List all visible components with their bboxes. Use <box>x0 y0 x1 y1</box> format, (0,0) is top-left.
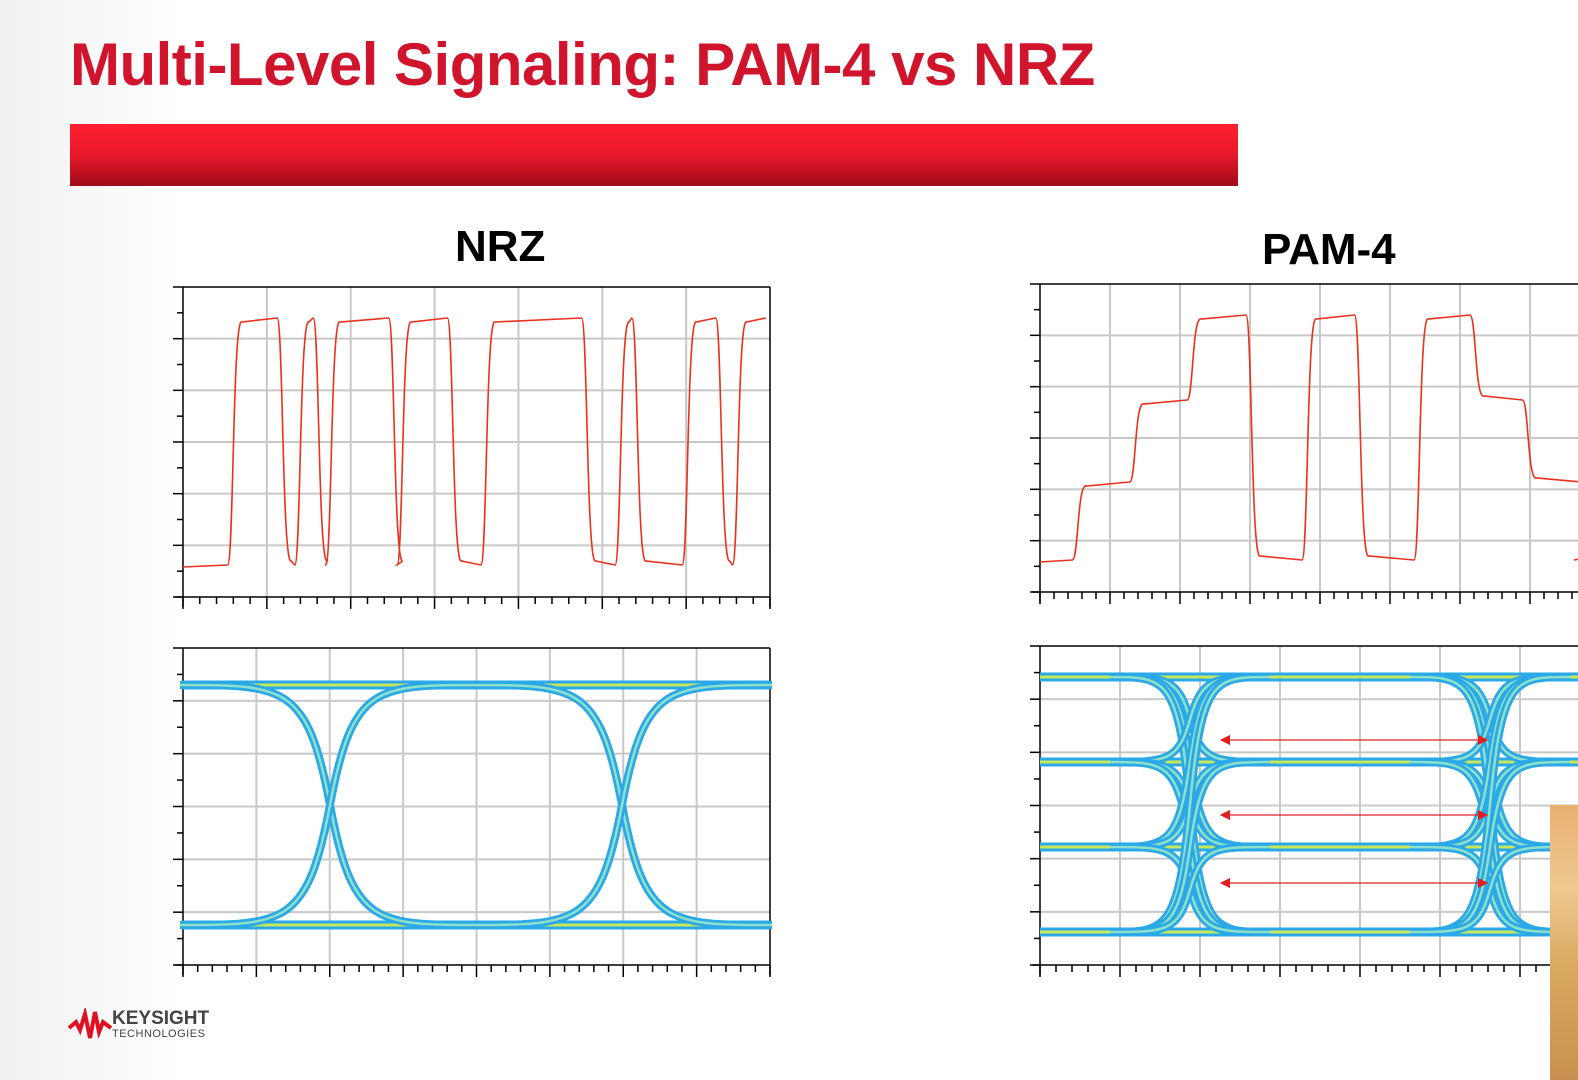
nrz-eye-transition-core <box>471 683 773 927</box>
pam4-heading: PAM-4 <box>1262 225 1396 274</box>
slide-title: Multi-Level Signaling: PAM-4 vs NRZ <box>70 31 1095 98</box>
nrz-waveform <box>182 317 767 568</box>
logo-sub: TECHNOLOGIES <box>112 1028 206 1040</box>
logo-name: KEYSIGHT <box>112 1008 210 1029</box>
presenter-photo <box>1550 805 1578 1080</box>
pam4-waveform <box>1039 314 1578 563</box>
keysight-wave-icon <box>68 1008 112 1039</box>
pam4-eye-transition-core <box>1409 845 1571 934</box>
keysight-logo: KEYSIGHT TECHNOLOGIES <box>68 1008 209 1042</box>
title-bar <box>70 124 1238 186</box>
nrz-heading: NRZ <box>455 222 546 271</box>
nrz-eye-transition-core <box>179 683 481 927</box>
pam4-eye-transition-core <box>1109 845 1271 934</box>
